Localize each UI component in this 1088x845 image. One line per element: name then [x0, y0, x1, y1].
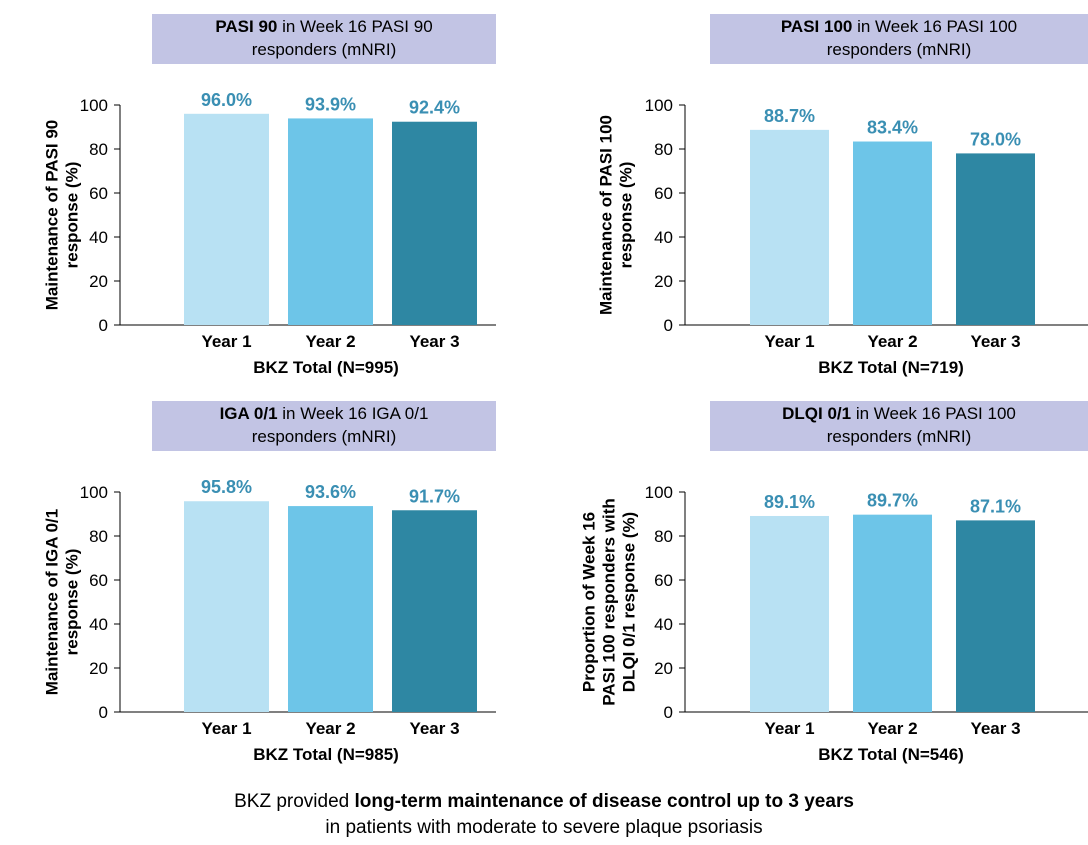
x-tick-label: Year 2 [305, 719, 355, 738]
y-axis-label: PASI 100 responders with [599, 498, 618, 706]
y-axis-label: response (%) [62, 549, 81, 656]
bar [956, 520, 1035, 712]
y-tick-label: 80 [89, 140, 108, 159]
footer-line-2: in patients with moderate to severe plaq… [0, 815, 1088, 841]
y-axis-label: response (%) [62, 162, 81, 269]
chart-header: IGA 0/1 in Week 16 IGA 0/1 responders (mN… [152, 401, 496, 451]
header-metric: PASI 100 [780, 17, 853, 36]
y-tick-label: 60 [654, 184, 673, 203]
y-tick-label: 60 [89, 571, 108, 590]
bar [392, 121, 477, 325]
y-tick-label: 20 [89, 272, 108, 291]
y-tick-label: 20 [89, 659, 108, 678]
y-tick-label: 100 [645, 483, 673, 502]
x-tick-label: Year 2 [867, 332, 917, 351]
header-population: in Week 16 PASI 100 [851, 404, 1016, 423]
y-tick-label: 100 [645, 96, 673, 115]
bar [750, 515, 829, 712]
header-method: responders (mNRI) [251, 40, 397, 59]
bar-value-label: 93.6% [305, 482, 356, 502]
bar [184, 113, 269, 325]
x-axis-label: BKZ Total (N=985) [253, 745, 399, 764]
bar [288, 118, 373, 325]
y-axis-label: Maintenance of PASI 100 [596, 115, 615, 315]
header-method: responders (mNRI) [251, 427, 397, 446]
x-tick-label: Year 1 [201, 332, 251, 351]
footer-text: BKZ provided [234, 791, 355, 812]
header-method: responders (mNRI) [826, 427, 972, 446]
x-tick-label: Year 1 [764, 332, 814, 351]
x-axis-label: BKZ Total (N=995) [253, 358, 399, 377]
x-tick-label: Year 1 [201, 719, 251, 738]
bar-value-label: 95.8% [201, 477, 252, 497]
bar-value-label: 89.7% [867, 491, 918, 511]
y-tick-label: 60 [654, 571, 673, 590]
y-tick-label: 0 [664, 703, 673, 722]
header-metric: DLQI 0/1 [782, 404, 852, 423]
y-tick-label: 40 [654, 228, 673, 247]
header-population: in Week 16 PASI 90 [277, 17, 433, 36]
y-axis-label: Proportion of Week 16 [579, 512, 598, 692]
bar [853, 514, 932, 712]
footer-emphasis: long-term maintenance of disease control… [354, 791, 854, 812]
bar [750, 129, 829, 325]
y-tick-label: 100 [80, 96, 108, 115]
bar-value-label: 87.1% [970, 496, 1021, 516]
x-tick-label: Year 2 [305, 332, 355, 351]
bar-value-label: 83.4% [867, 118, 918, 138]
y-tick-label: 80 [654, 140, 673, 159]
x-tick-label: Year 3 [970, 332, 1020, 351]
y-axis-label: Maintenance of IGA 0/1 [42, 509, 61, 695]
y-tick-label: 0 [99, 316, 108, 335]
y-axis-label: Maintenance of PASI 90 [42, 120, 61, 311]
y-tick-label: 60 [89, 184, 108, 203]
y-tick-label: 80 [654, 527, 673, 546]
y-tick-label: 0 [664, 316, 673, 335]
x-tick-label: Year 3 [409, 719, 459, 738]
y-tick-label: 40 [654, 615, 673, 634]
y-tick-label: 20 [654, 659, 673, 678]
y-tick-label: 40 [89, 228, 108, 247]
x-axis-label: BKZ Total (N=546) [818, 745, 964, 764]
header-method: responders (mNRI) [826, 40, 972, 59]
y-axis-label: response (%) [616, 162, 635, 269]
bar [288, 506, 373, 712]
y-tick-label: 0 [99, 703, 108, 722]
bar-value-label: 89.1% [764, 492, 815, 512]
y-tick-label: 80 [89, 527, 108, 546]
x-axis-label: BKZ Total (N=719) [818, 358, 964, 377]
chart-header: DLQI 0/1 in Week 16 PASI 100 responders (… [710, 401, 1088, 451]
header-population: in Week 16 IGA 0/1 [277, 404, 429, 423]
bar-value-label: 96.0% [201, 90, 252, 110]
x-tick-label: Year 3 [970, 719, 1020, 738]
bar-value-label: 78.0% [970, 129, 1021, 149]
bar-value-label: 92.4% [409, 98, 460, 118]
chart-header: PASI 100 in Week 16 PASI 100 responders (… [710, 14, 1088, 64]
x-tick-label: Year 3 [409, 332, 459, 351]
bar [956, 153, 1035, 325]
bar [184, 501, 269, 712]
y-tick-label: 40 [89, 615, 108, 634]
x-tick-label: Year 1 [764, 719, 814, 738]
bar [392, 510, 477, 712]
bar-value-label: 93.9% [305, 94, 356, 114]
chart-header: PASI 90 in Week 16 PASI 90 responders (mN… [152, 14, 496, 64]
footer-subtext: in patients with moderate to severe plaq… [325, 817, 763, 838]
header-population: in Week 16 PASI 100 [852, 17, 1018, 36]
y-tick-label: 100 [80, 483, 108, 502]
y-axis-label: DLQI 0/1 response (%) [619, 512, 638, 692]
bar-value-label: 88.7% [764, 106, 815, 126]
y-tick-label: 20 [654, 272, 673, 291]
header-metric: PASI 90 [215, 17, 278, 36]
footer-line-1: BKZ provided long-term maintenance of di… [0, 789, 1088, 815]
bar-value-label: 91.7% [409, 486, 460, 506]
bar [853, 141, 932, 325]
x-tick-label: Year 2 [867, 719, 917, 738]
header-metric: IGA 0/1 [219, 404, 278, 423]
